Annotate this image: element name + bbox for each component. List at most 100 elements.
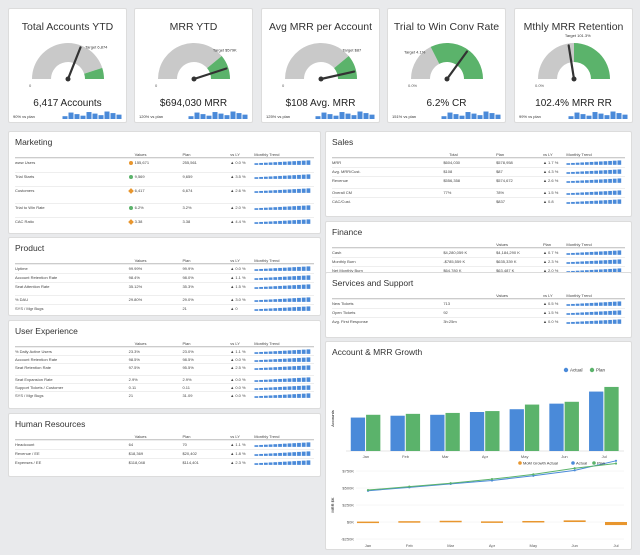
trend-bar	[264, 162, 268, 165]
kpi-title: Trial to Win Conv Rate	[393, 21, 500, 33]
trend-bar	[264, 395, 268, 398]
kpi-value: $108 Avg. MRR	[285, 98, 356, 109]
growth-panel: Account & MRR Growth Accounts Jan Feb Mar Ap…	[325, 341, 632, 550]
trend-bar	[301, 451, 306, 456]
row-label: Overall CM	[332, 190, 353, 195]
gauge-fill	[573, 43, 610, 79]
line-x-tick: Jan	[365, 543, 371, 548]
trend-bar	[287, 452, 292, 456]
gauge-needle	[319, 70, 355, 81]
trend-bar	[594, 191, 599, 195]
table-row: Trial to Win Rate 6.2% 3.2% ▲ 2.0 %	[15, 203, 314, 217]
trend-bar	[603, 170, 608, 174]
trend-bar	[188, 116, 194, 119]
table-row: Account Retention Rate 98.4% 98.0% ▲ 1.1…	[15, 273, 314, 282]
trend-bar	[273, 453, 278, 456]
legend-label: Actual	[570, 368, 583, 373]
line-x-tick: Mar	[447, 543, 455, 548]
kpi-vs-plan: 125% vs plan	[266, 114, 291, 119]
trend-bar	[268, 268, 273, 271]
gauge-needle	[192, 67, 227, 81]
row-label: Avg. First Response	[332, 319, 368, 324]
trend-bar	[292, 175, 297, 179]
trend-bar	[603, 191, 608, 195]
row-sparkline	[254, 377, 311, 382]
trend-bar	[297, 205, 302, 210]
trend-bar	[585, 171, 590, 174]
trend-bar	[268, 453, 273, 456]
trend-bar	[306, 284, 311, 289]
trend-bar	[273, 277, 278, 280]
trend-bar	[613, 319, 617, 324]
trend-bar	[571, 171, 576, 174]
trend-bar	[264, 462, 268, 465]
row-vs-ly: ▲ 2.3 %	[230, 460, 246, 465]
trend-bar	[576, 303, 580, 306]
row-sparkline	[566, 310, 622, 315]
kpi-sparkline	[62, 111, 122, 119]
row-vs-ly: ▲ 1.1 %	[230, 442, 246, 447]
trend-bar	[306, 275, 311, 280]
ux-panel: User Experience Values Plan vs LY Monthly T…	[8, 320, 321, 409]
bar-x-tick: Apr	[482, 454, 489, 459]
trend-bar	[287, 220, 292, 224]
trend-bar	[236, 113, 242, 119]
trend-bar	[68, 112, 74, 119]
row-sparkline	[254, 393, 311, 398]
row-plan: 255,561	[182, 160, 197, 165]
bar-x-tick: Jun	[561, 454, 567, 459]
column-header: vs LY	[230, 341, 240, 346]
trend-bar	[585, 261, 590, 264]
gauge-target: Target $87	[342, 48, 362, 53]
gauge-fill	[430, 43, 483, 79]
trend-bar	[599, 161, 604, 165]
row-plan: 29.0%	[182, 297, 194, 302]
trend-bar	[301, 219, 306, 224]
trend-bar	[590, 191, 594, 195]
trend-bar	[254, 309, 259, 311]
column-header: Plan	[182, 341, 191, 346]
trend-bar	[297, 442, 302, 447]
trend-bar	[321, 112, 327, 119]
trend-bar	[287, 378, 292, 382]
trend-bar	[594, 179, 599, 183]
trend-bar	[264, 308, 268, 311]
trend-bar	[259, 351, 264, 354]
row-sparkline	[254, 385, 311, 390]
trend-bar	[576, 162, 580, 165]
line-y-tick: $750K	[342, 469, 354, 474]
row-value: 713	[443, 301, 451, 306]
row-label: Trial Starts	[15, 174, 35, 179]
trend-bar	[287, 386, 292, 390]
row-vs-ly: ▲ 1.8 %	[230, 451, 246, 456]
trend-bar	[254, 380, 259, 382]
trend-bar	[292, 461, 297, 465]
trend-bar	[585, 192, 590, 195]
kpi-title: Avg MRR per Account	[268, 21, 373, 33]
table-row: Headcount 64 70 ▲ 1.1 %	[15, 440, 314, 449]
trend-bar	[566, 181, 571, 183]
trend-bar	[292, 366, 297, 370]
row-sparkline	[566, 301, 622, 306]
gauge: Target $87 0	[282, 43, 362, 88]
row-sparkline	[566, 178, 622, 183]
trend-bar	[617, 259, 622, 264]
trend-bar	[613, 310, 617, 315]
line-y-tick: $500K	[342, 486, 354, 491]
line-plan-point	[449, 482, 452, 485]
row-vs-ly: ▲ 2.6 %	[230, 188, 246, 193]
trend-bar	[599, 302, 604, 306]
legend-dot-icon	[563, 367, 569, 373]
kpi-sparkline	[441, 111, 501, 119]
trend-bar	[104, 111, 110, 119]
trend-bar	[283, 206, 287, 210]
line-y-tick: -$250K	[341, 537, 354, 542]
trend-bar	[273, 387, 278, 390]
row-value: $556,358	[443, 178, 461, 183]
row-label: Uptime	[15, 266, 28, 271]
line-plan	[367, 463, 617, 491]
trend-bar	[264, 299, 268, 302]
kpi-value: $694,030 MRR	[159, 98, 228, 109]
row-plan: $635,339 K	[496, 259, 517, 264]
trend-bar	[287, 267, 292, 271]
